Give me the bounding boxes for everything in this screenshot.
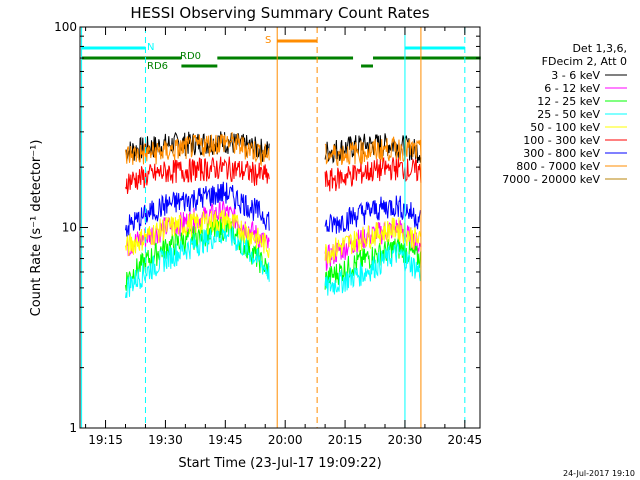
legend-header-line: FDecim 2, Att 0 xyxy=(542,55,627,68)
legend-entry-label: 300 - 800 keV xyxy=(523,147,600,160)
x-tick-label: 20:15 xyxy=(328,433,363,447)
y-axis-label: Count Rate (s⁻¹ detector⁻¹) xyxy=(29,140,44,317)
flag-label-rd6: RD6 xyxy=(147,61,168,72)
x-tick-label: 19:45 xyxy=(208,433,243,447)
series-line-3-6-kev-seg1 xyxy=(125,131,270,162)
plot-area: N RD0 RD6 S xyxy=(81,27,481,428)
series-line-800-7000-kev-seg1 xyxy=(125,132,270,167)
x-tick-label: 19:15 xyxy=(88,433,123,447)
x-tick-label: 19:30 xyxy=(148,433,183,447)
legend-entry-label: 3 - 6 keV xyxy=(551,69,600,82)
legend-entry-label: 25 - 50 keV xyxy=(537,108,600,121)
x-axis-label: Start Time (23-Jul-17 19:09:22) xyxy=(178,456,381,471)
axes: 19:15 19:30 19:45 20:00 20:15 20:30 20:45 1 10 10… xyxy=(54,20,482,447)
series-line-100-300-kev-seg1 xyxy=(125,156,270,194)
series-line-100-300-kev-seg2 xyxy=(324,156,422,192)
legend-entry-label: 12 - 25 keV xyxy=(537,95,600,108)
flag-label-s: S xyxy=(265,35,271,46)
x-tick-label: 20:00 xyxy=(268,433,303,447)
series-line-50-100-kev-seg1 xyxy=(125,209,270,259)
y-tick-label: 1 xyxy=(69,421,77,435)
flag-label-rd0: RD0 xyxy=(180,51,201,62)
x-tick-label: 20:45 xyxy=(448,433,483,447)
x-tick-label: 20:30 xyxy=(388,433,423,447)
series-line-300-800-kev-seg1 xyxy=(125,181,270,237)
timestamp: 24-Jul-2017 19:10 xyxy=(563,469,635,478)
y-tick-label: 100 xyxy=(54,20,77,34)
chart-title: HESSI Observing Summary Count Rates xyxy=(130,4,429,22)
legend-entry-label: 7000 - 20000 keV xyxy=(502,173,600,186)
legend-entry-label: 100 - 300 keV xyxy=(523,134,600,147)
legend-entry-label: 50 - 100 keV xyxy=(530,121,600,134)
legend-entry-label: 800 - 7000 keV xyxy=(516,160,600,173)
legend-entry-label: 6 - 12 keV xyxy=(544,82,600,95)
y-tick-label: 10 xyxy=(62,221,77,235)
flag-label-n: N xyxy=(147,42,154,53)
series-line-6-12-kev-seg1 xyxy=(125,200,270,257)
legend-header-line: Det 1,3,6, xyxy=(572,42,627,55)
series-line-25-50-kev-seg1 xyxy=(125,224,270,299)
